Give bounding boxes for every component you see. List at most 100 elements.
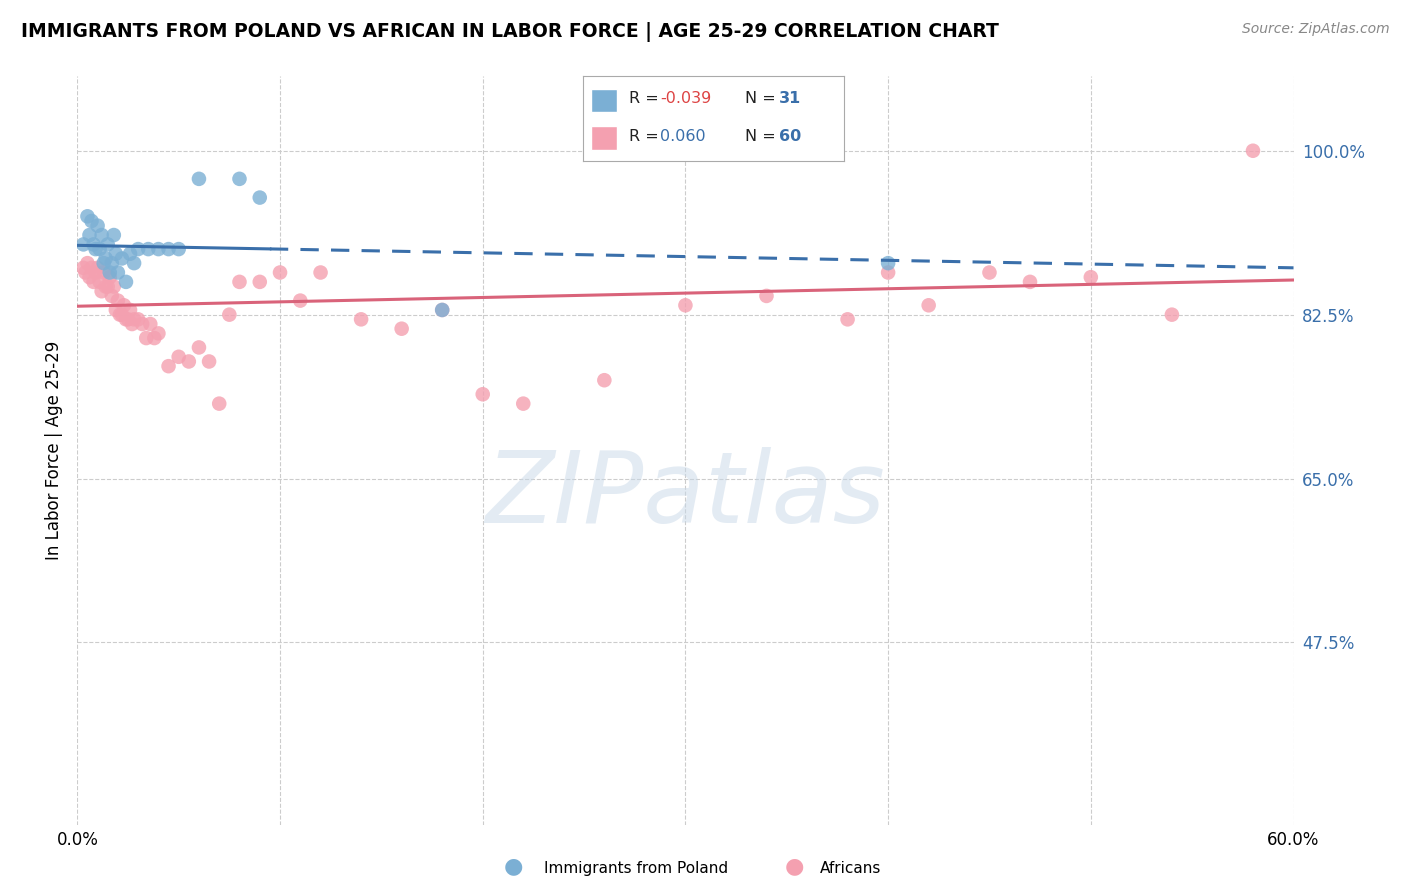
Point: [127, 242, 149, 256]
Point: [1080, 270, 1102, 285]
Point: [90, 284, 112, 298]
Point: [188, 171, 211, 186]
Point: [188, 340, 211, 354]
Point: [208, 396, 231, 410]
Point: [118, 303, 141, 318]
Point: [84, 266, 107, 280]
Point: [139, 317, 162, 331]
Point: [148, 242, 170, 256]
Point: [1019, 275, 1042, 289]
Point: [72, 237, 94, 252]
Text: -0.039: -0.039: [661, 91, 711, 106]
Text: 60: 60: [779, 129, 801, 145]
Text: N =: N =: [745, 129, 780, 145]
Point: [121, 317, 143, 331]
Point: [101, 256, 124, 270]
Text: ●: ●: [785, 856, 804, 876]
Point: [512, 396, 534, 410]
Text: Africans: Africans: [820, 861, 882, 876]
Point: [269, 266, 291, 280]
Point: [75, 266, 97, 280]
Point: [98, 266, 121, 280]
Point: [143, 331, 166, 345]
Point: [98, 270, 121, 285]
Point: [167, 242, 190, 256]
Point: [94, 279, 117, 293]
Bar: [592, 126, 617, 150]
Point: [218, 308, 240, 322]
Point: [157, 359, 180, 373]
Point: [593, 373, 616, 387]
Point: [309, 266, 332, 280]
Point: [112, 298, 135, 312]
Point: [89, 242, 111, 256]
Point: [127, 312, 149, 326]
Point: [391, 321, 413, 335]
Point: [111, 252, 134, 266]
Text: ●: ●: [503, 856, 523, 876]
Point: [79, 270, 101, 285]
Text: R =: R =: [628, 91, 664, 106]
Text: 31: 31: [779, 91, 801, 106]
Point: [101, 289, 124, 303]
Point: [80, 214, 103, 228]
Point: [90, 227, 112, 242]
Point: [97, 237, 120, 252]
Point: [107, 266, 129, 280]
Point: [104, 303, 127, 318]
Point: [72, 260, 94, 275]
Point: [93, 266, 115, 280]
Y-axis label: In Labor Force | Age 25-29: In Labor Force | Age 25-29: [45, 341, 63, 560]
Bar: [592, 88, 617, 112]
Text: R =: R =: [628, 129, 664, 145]
Point: [115, 275, 138, 289]
Point: [122, 312, 145, 326]
Point: [80, 260, 103, 275]
Point: [79, 227, 101, 242]
Point: [675, 298, 697, 312]
Point: [111, 308, 134, 322]
Point: [118, 246, 141, 260]
Point: [877, 266, 900, 280]
Text: 0.060: 0.060: [661, 129, 706, 145]
Point: [103, 227, 125, 242]
Point: [979, 266, 1001, 280]
Point: [86, 219, 108, 233]
Point: [157, 242, 180, 256]
Text: IMMIGRANTS FROM POLAND VS AFRICAN IN LABOR FORCE | AGE 25-29 CORRELATION CHART: IMMIGRANTS FROM POLAND VS AFRICAN IN LAB…: [21, 22, 1000, 42]
Point: [198, 354, 221, 368]
Point: [249, 275, 271, 289]
Point: [430, 303, 453, 318]
Point: [1161, 308, 1184, 322]
Text: Source: ZipAtlas.com: Source: ZipAtlas.com: [1241, 22, 1389, 37]
Point: [430, 303, 453, 318]
Point: [94, 252, 117, 266]
Point: [103, 279, 125, 293]
Point: [167, 350, 190, 364]
Point: [131, 317, 153, 331]
Point: [228, 171, 250, 186]
Point: [136, 242, 159, 256]
Point: [84, 242, 107, 256]
Point: [290, 293, 312, 308]
Point: [89, 275, 111, 289]
Text: Immigrants from Poland: Immigrants from Poland: [544, 861, 728, 876]
Point: [755, 289, 778, 303]
Text: N =: N =: [745, 91, 780, 106]
Point: [837, 312, 859, 326]
Point: [122, 256, 145, 270]
Point: [249, 191, 271, 205]
Point: [83, 237, 105, 252]
Point: [93, 256, 115, 270]
Point: [228, 275, 250, 289]
Point: [117, 312, 139, 326]
Point: [86, 260, 108, 275]
Point: [148, 326, 170, 341]
Point: [76, 256, 98, 270]
Point: [83, 275, 105, 289]
Point: [1241, 144, 1264, 158]
Point: [471, 387, 494, 401]
Point: [104, 246, 127, 260]
Point: [135, 331, 157, 345]
Point: [350, 312, 373, 326]
